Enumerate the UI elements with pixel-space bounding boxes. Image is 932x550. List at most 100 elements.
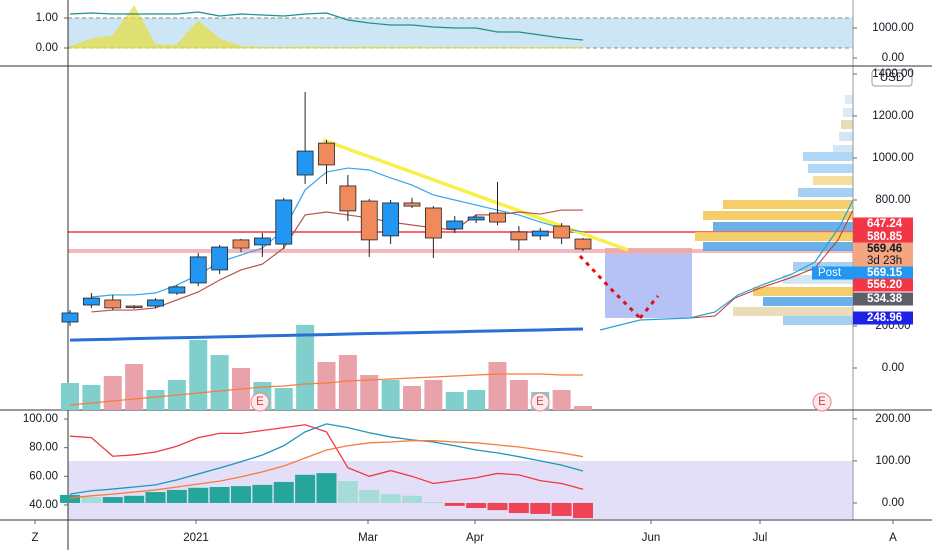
candle-body bbox=[61, 312, 79, 323]
profile-bar bbox=[783, 316, 853, 325]
volume-bar bbox=[274, 388, 293, 410]
future-line bbox=[599, 199, 854, 331]
volume-bar bbox=[125, 364, 144, 410]
volume-bar bbox=[146, 390, 165, 410]
candle-body bbox=[424, 207, 442, 239]
x-tick-label: Apr bbox=[466, 532, 484, 544]
candle-body bbox=[275, 199, 293, 245]
histogram-bar bbox=[209, 486, 230, 503]
candle-body bbox=[403, 202, 421, 207]
histogram-bar bbox=[573, 502, 593, 519]
price-tag-name: Post bbox=[818, 267, 842, 279]
indicator-line bbox=[69, 11, 584, 41]
x-tick-label: Mar bbox=[358, 532, 378, 544]
histogram-bar bbox=[551, 502, 572, 517]
candle-body bbox=[253, 237, 271, 246]
candle-body bbox=[104, 299, 122, 309]
volume-bar bbox=[103, 376, 122, 410]
price-band bbox=[68, 249, 853, 253]
histogram-bar bbox=[188, 487, 209, 503]
histogram-bar bbox=[380, 494, 401, 503]
candle-body bbox=[168, 286, 186, 294]
volume-bar bbox=[61, 383, 79, 410]
histogram-bar bbox=[487, 502, 508, 511]
tick-label: 0.00 bbox=[882, 497, 904, 509]
tick-label: 100.00 bbox=[875, 455, 910, 467]
volume-bar bbox=[488, 362, 507, 410]
profile-bar bbox=[763, 297, 853, 306]
histogram-bar bbox=[337, 481, 358, 503]
histogram-bar bbox=[81, 497, 102, 503]
upper-band bbox=[91, 167, 584, 298]
tick-label: 1000.00 bbox=[872, 152, 914, 164]
tick-label: 60.00 bbox=[29, 470, 58, 482]
candle-body bbox=[360, 200, 378, 241]
histogram-bar bbox=[60, 494, 80, 503]
profile-bar bbox=[808, 164, 853, 173]
price-tag bbox=[853, 242, 913, 268]
profile-bar bbox=[843, 108, 853, 117]
candle-body bbox=[510, 231, 528, 241]
currency-box bbox=[871, 69, 913, 87]
histogram-bar bbox=[444, 502, 465, 506]
currency-label: USD bbox=[880, 72, 904, 84]
price-tag bbox=[853, 217, 913, 231]
earnings-marker bbox=[250, 392, 270, 412]
profile-bar bbox=[833, 145, 853, 154]
price-tag-label: 556.20 bbox=[867, 279, 902, 291]
profile-bar bbox=[798, 188, 853, 197]
candle-body bbox=[574, 238, 592, 250]
candle-body bbox=[446, 220, 464, 230]
indicator-line bbox=[69, 424, 584, 490]
candle-body bbox=[467, 216, 485, 221]
histogram-bar bbox=[145, 492, 166, 503]
tick-label: 40.00 bbox=[29, 499, 58, 511]
price-tag-sub: 3d 23h bbox=[867, 255, 902, 267]
volume-profile bbox=[695, 95, 853, 325]
price-tag-label: 580.85 bbox=[867, 231, 903, 243]
future-line bbox=[689, 209, 854, 319]
profile-bar bbox=[713, 222, 853, 231]
profile-bar bbox=[839, 132, 853, 141]
profile-bar bbox=[803, 152, 853, 161]
price-tag bbox=[812, 266, 913, 280]
histogram-bar bbox=[508, 502, 529, 514]
earnings-label: E bbox=[536, 396, 544, 408]
x-tick-label: Jun bbox=[642, 532, 661, 544]
profile-bar bbox=[695, 232, 853, 241]
candle-body bbox=[339, 185, 357, 212]
candle-body bbox=[232, 239, 250, 249]
indicator-line bbox=[69, 440, 584, 499]
histogram-bar bbox=[124, 495, 145, 503]
candle-body bbox=[318, 142, 335, 166]
volume-bar bbox=[445, 392, 464, 410]
histogram-bar bbox=[402, 495, 422, 503]
indicator-line bbox=[69, 5, 584, 49]
candle-body bbox=[211, 246, 229, 271]
volume-bar bbox=[338, 355, 357, 410]
histogram-bar bbox=[316, 473, 337, 503]
earnings-marker bbox=[530, 392, 550, 412]
volume-bar bbox=[210, 355, 229, 410]
tick-label: 1.00 bbox=[36, 12, 58, 24]
volume-bar bbox=[381, 380, 400, 410]
price-tag bbox=[853, 311, 913, 325]
volume-bar bbox=[360, 375, 379, 410]
price-tag-label: 569.15 bbox=[867, 267, 903, 279]
price-tag-label: 569.46 bbox=[867, 243, 902, 255]
profile-bar bbox=[841, 120, 853, 129]
tick-label: 200.00 bbox=[875, 413, 910, 425]
profile-bar bbox=[703, 211, 853, 220]
tick-label: 0.00 bbox=[36, 42, 58, 54]
trend-line bbox=[322, 138, 629, 252]
candle-body bbox=[147, 299, 164, 307]
earnings-label: E bbox=[818, 396, 826, 408]
x-tick-label: A bbox=[889, 532, 897, 544]
sma-line bbox=[69, 327, 584, 342]
volume-bar bbox=[552, 390, 571, 410]
volume-bar bbox=[317, 362, 336, 410]
indicator-line bbox=[69, 423, 584, 495]
histogram-bar bbox=[252, 484, 273, 503]
tick-label: 800.00 bbox=[875, 194, 910, 206]
tick-label: 0.00 bbox=[882, 52, 904, 64]
